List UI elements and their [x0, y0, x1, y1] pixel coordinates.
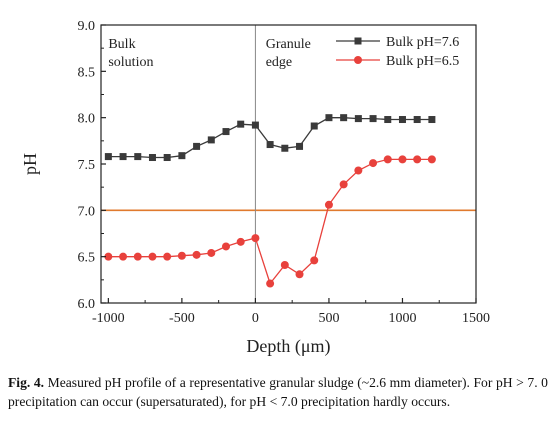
legend: Bulk pH=7.6 Bulk pH=6.5 [336, 35, 459, 69]
series-2-point [236, 237, 245, 246]
series-2-point [324, 200, 333, 209]
y-tick-label: 7.5 [78, 158, 96, 173]
y-tick-label: 9.0 [78, 19, 96, 34]
series-2-point [413, 155, 422, 164]
series-2 [104, 155, 436, 288]
series-1-point [266, 141, 274, 149]
legend-entry-2: Bulk pH=6.5 [336, 54, 459, 69]
data-series [104, 114, 436, 288]
series-1-point [325, 114, 333, 122]
series-2-point [148, 252, 157, 261]
x-tick-label: -1000 [92, 311, 125, 326]
series-2-point [119, 252, 128, 261]
series-1-point [369, 115, 377, 123]
series-2-point [310, 256, 319, 265]
series-1-point [398, 116, 406, 124]
series-2-point [266, 279, 275, 288]
y-tick-label: 7.0 [78, 204, 96, 219]
x-tick-label: 1000 [388, 311, 416, 326]
series-2-point [133, 252, 142, 261]
series-1-point [163, 154, 171, 162]
series-2-point [207, 248, 216, 257]
series-1-point [428, 116, 436, 124]
series-2-point [295, 270, 304, 279]
series-2-point [280, 261, 289, 270]
y-tick-label: 8.5 [78, 65, 96, 80]
series-1-point [222, 128, 230, 136]
series-2-point [354, 166, 363, 175]
legend-marker [354, 56, 362, 64]
series-1-line [108, 117, 432, 159]
legend-label: Bulk pH=6.5 [386, 54, 459, 69]
annotation-2: Granule edge [266, 37, 311, 70]
annotation-1: Bulk solution [108, 37, 153, 70]
series-2-point [177, 251, 186, 260]
legend-label: Bulk pH=7.6 [386, 35, 459, 50]
series-1-point [384, 116, 392, 124]
series-2-point [222, 242, 230, 251]
series-1-point [310, 122, 318, 130]
series-1-point [354, 115, 362, 123]
series-1-point [148, 154, 156, 162]
series-2-point [251, 234, 260, 243]
x-tick-label: 500 [318, 311, 339, 326]
tick-labels: -1000 -500 0 500 1000 1500 6.0 6.5 7.0 7.5 8.0 8.5 9… [78, 19, 491, 326]
series-2-point [192, 250, 201, 259]
series-1-point [237, 120, 245, 128]
y-tick-label: 8.0 [78, 112, 96, 127]
series-1 [104, 114, 436, 162]
series-1-point [413, 116, 421, 124]
caption-label: Fig. 4. [8, 375, 45, 390]
series-1-point [104, 153, 112, 161]
axes [100, 24, 477, 304]
y-tick-label: 6.0 [78, 297, 96, 312]
series-2-point [398, 155, 407, 164]
series-1-point [134, 153, 142, 161]
reference-lines [101, 25, 476, 303]
series-2-point [163, 252, 172, 261]
annotation-line: Granule [266, 37, 311, 52]
x-tick-label: 0 [252, 311, 259, 326]
series-2-line [108, 158, 432, 285]
legend-marker [354, 37, 362, 45]
x-tick-label: 1500 [462, 311, 490, 326]
series-1-point [281, 144, 289, 152]
series-2-point [104, 252, 113, 261]
figure-caption: Fig. 4. Measured pH profile of a represe… [8, 373, 548, 411]
annotations: Bulk solution Granule edge [108, 37, 310, 70]
series-2-point [427, 155, 436, 164]
series-1-point [207, 136, 215, 144]
annotation-line: solution [108, 55, 153, 70]
series-1-point [193, 142, 201, 150]
y-tick-label: 6.5 [78, 251, 96, 266]
series-2-point [339, 180, 348, 189]
annotation-line: edge [266, 55, 292, 70]
series-2-point [369, 159, 378, 168]
legend-entry-1: Bulk pH=7.6 [336, 35, 459, 50]
series-1-point [296, 142, 304, 150]
annotation-line: Bulk [108, 37, 135, 52]
ph-profile-chart: -1000 -500 0 500 1000 1500 6.0 6.5 7.0 7.5 8.0 8.5 9… [20, 19, 491, 357]
series-1-point [119, 153, 127, 161]
series-1-point [340, 114, 348, 122]
x-tick-label: -500 [169, 311, 195, 326]
y-axis-title: pH [20, 153, 40, 175]
caption-text: Measured pH profile of a representative … [8, 375, 548, 409]
series-1-point [178, 152, 186, 160]
series-1-point [251, 121, 259, 129]
series-2-point [383, 155, 392, 164]
x-axis-title: Depth (μm) [246, 336, 330, 357]
